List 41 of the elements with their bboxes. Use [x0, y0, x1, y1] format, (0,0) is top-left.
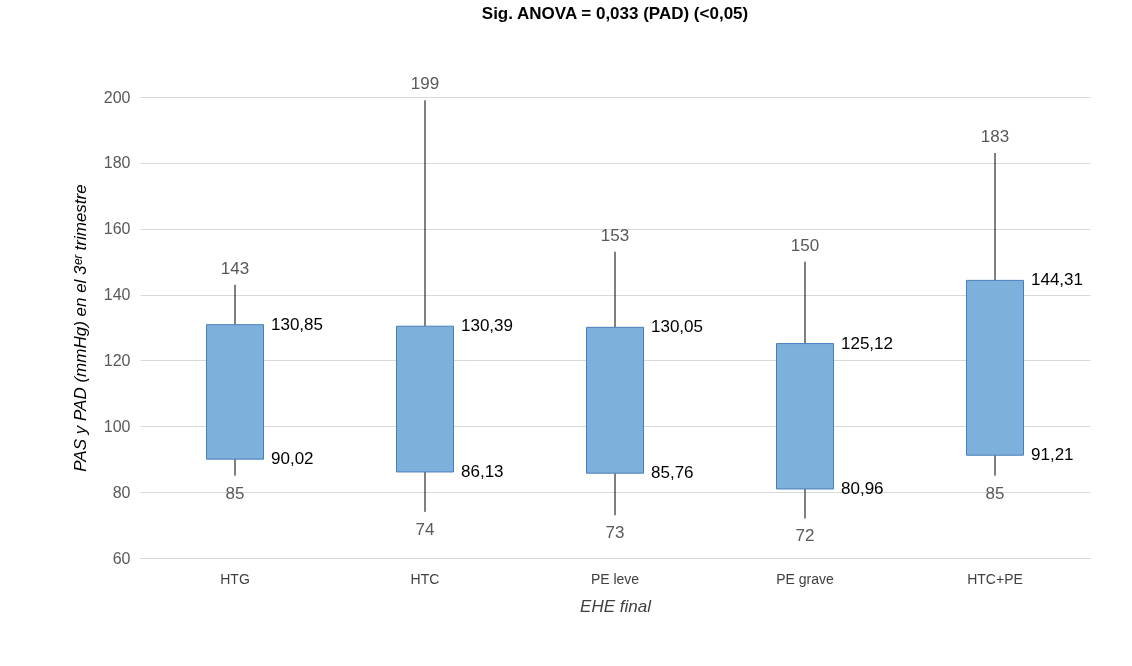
y-tick-label: 100 [103, 417, 131, 435]
annotation: 130,39 [461, 316, 513, 336]
candlestick [206, 284, 264, 477]
y-tick-label: 60 [112, 549, 131, 567]
annotation: 72 [795, 526, 815, 546]
y-axis-title: PAS y PAD (mmHg) en el 3ᵉʳ trimestre [70, 184, 90, 472]
candlestick [966, 152, 1024, 477]
annotation: 91,21 [1031, 445, 1074, 465]
annotation: 85,76 [651, 463, 694, 483]
annotation: 153 [600, 225, 630, 245]
y-tick-label: 140 [103, 286, 131, 304]
candlestick [586, 251, 644, 516]
candlestick [396, 99, 454, 513]
annotation: 143 [220, 258, 250, 278]
x-tick-label: PE leve [590, 570, 640, 587]
y-tick-label: 80 [112, 483, 131, 501]
y-tick-label: 180 [103, 154, 131, 172]
annotation: 125,12 [841, 333, 893, 353]
x-tick-label: HTG [220, 570, 250, 587]
chart-title: Sig. ANOVA = 0,033 (PAD) (<0,05) [481, 4, 749, 24]
annotation: 85 [985, 483, 1005, 503]
x-tick-label: PE grave [776, 570, 834, 587]
x-axis-title: EHE final [580, 596, 653, 616]
annotation: 144,31 [1031, 270, 1083, 290]
annotation: 150 [790, 235, 820, 255]
annotation: 130,05 [651, 317, 703, 337]
y-tick-label: 200 [103, 88, 131, 106]
x-tick-label: HTC [410, 570, 440, 587]
y-tick-label: 120 [103, 351, 131, 369]
candlestick [776, 261, 834, 519]
annotation: 86,13 [461, 461, 504, 481]
x-tick-label: HTC+PE [967, 570, 1023, 587]
annotation: 73 [605, 523, 625, 543]
annotation: 183 [980, 126, 1010, 146]
annotation: 80,96 [841, 478, 884, 498]
annotation: 90,02 [271, 449, 314, 469]
annotation: 199 [410, 74, 440, 94]
annotation: 74 [415, 519, 435, 539]
annotation: 130,85 [271, 314, 323, 334]
y-tick-label: 160 [103, 220, 131, 238]
annotation: 85 [225, 483, 245, 503]
